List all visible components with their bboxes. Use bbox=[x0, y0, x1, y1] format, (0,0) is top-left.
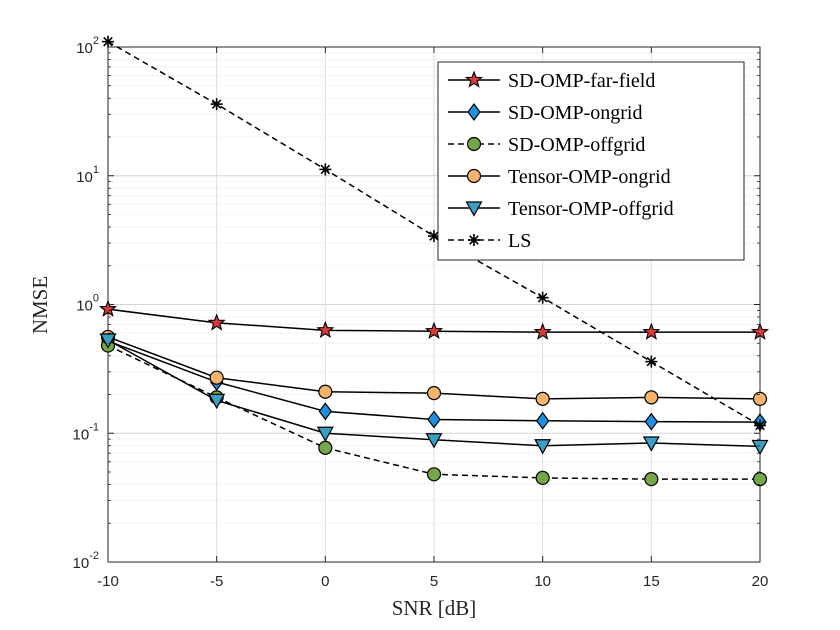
data-point bbox=[750, 322, 770, 340]
data-point bbox=[426, 467, 442, 482]
x-axis-title: SNR [dB] bbox=[392, 596, 477, 620]
data-point bbox=[644, 390, 659, 405]
data-point bbox=[752, 391, 768, 406]
x-tick-label: 5 bbox=[430, 573, 438, 590]
legend-item: LS bbox=[448, 230, 531, 252]
data-point bbox=[644, 412, 659, 431]
data-point bbox=[208, 393, 226, 410]
legend-item: SD-OMP-far-field bbox=[448, 70, 655, 92]
data-point bbox=[316, 320, 335, 339]
data-point bbox=[210, 98, 223, 111]
legend-marker bbox=[465, 201, 483, 217]
data-point bbox=[98, 299, 118, 317]
legend-label: SD-OMP-far-field bbox=[508, 70, 655, 92]
x-tick-label: 0 bbox=[321, 573, 329, 590]
legend-label: Tensor-OMP-ongrid bbox=[508, 166, 671, 188]
data-point bbox=[533, 322, 552, 340]
legend-label: SD-OMP-offgrid bbox=[508, 134, 645, 156]
x-tick-label: 20 bbox=[752, 573, 769, 590]
legend-label: LS bbox=[508, 230, 531, 252]
legend-marker bbox=[466, 168, 482, 184]
x-tick-label: -10 bbox=[97, 573, 119, 590]
legend-marker bbox=[468, 234, 480, 246]
data-point bbox=[209, 370, 224, 385]
y-axis-title: NMSE bbox=[28, 276, 52, 334]
legend-item: Tensor-OMP-ongrid bbox=[448, 166, 671, 188]
legend-label: SD-OMP-ongrid bbox=[508, 102, 642, 124]
x-tick-label: 15 bbox=[643, 573, 660, 590]
legend-marker bbox=[466, 136, 482, 152]
legend: SD-OMP-far-field SD-OMP-ongrid SD-OMP-offg… bbox=[437, 61, 745, 261]
data-point bbox=[424, 321, 444, 339]
data-point bbox=[644, 472, 659, 487]
data-point bbox=[318, 384, 333, 399]
y-tick-label: 101 bbox=[76, 164, 99, 186]
y-tick-label: 10-1 bbox=[73, 421, 99, 443]
legend-marker bbox=[467, 103, 481, 121]
data-point bbox=[534, 439, 552, 455]
x-tick-label: 10 bbox=[534, 573, 551, 590]
y-tick-label: 10-2 bbox=[73, 550, 99, 572]
data-point bbox=[751, 439, 769, 456]
legend-label: Tensor-OMP-offgrid bbox=[508, 198, 674, 220]
series-LS bbox=[102, 35, 766, 432]
data-point bbox=[318, 402, 333, 421]
data-point bbox=[752, 472, 768, 487]
data-point bbox=[426, 386, 442, 401]
data-point bbox=[535, 470, 550, 485]
data-point bbox=[318, 440, 333, 455]
legend-marker bbox=[464, 70, 484, 88]
y-tick-label: 100 bbox=[76, 293, 99, 315]
data-point bbox=[316, 426, 334, 442]
data-point bbox=[645, 355, 658, 368]
data-point bbox=[535, 391, 550, 406]
axis-ticks: -10 -5 0 5 10 15 20 10-2 10-1 100 101 102 bbox=[73, 35, 769, 590]
data-point bbox=[102, 35, 114, 48]
x-tick-label: -5 bbox=[210, 573, 223, 590]
data-point bbox=[319, 163, 332, 176]
legend-box bbox=[437, 61, 745, 261]
data-point bbox=[535, 411, 550, 430]
data-point bbox=[207, 313, 226, 331]
series-SD-OMP-far-field bbox=[98, 299, 770, 340]
data-point bbox=[642, 322, 661, 340]
data-point bbox=[425, 433, 443, 449]
y-tick-label: 102 bbox=[76, 35, 99, 57]
data-point bbox=[99, 333, 117, 349]
data-point bbox=[642, 436, 660, 452]
data-point bbox=[536, 291, 549, 304]
data-point bbox=[754, 419, 766, 432]
series-Tensor-OMP-offgrid bbox=[99, 333, 769, 456]
legend-item: Tensor-OMP-offgrid bbox=[448, 198, 674, 220]
series-layer bbox=[98, 35, 770, 487]
data-point bbox=[427, 410, 441, 429]
legend-item: SD-OMP-ongrid bbox=[448, 102, 642, 124]
legend-item: SD-OMP-offgrid bbox=[448, 134, 645, 156]
